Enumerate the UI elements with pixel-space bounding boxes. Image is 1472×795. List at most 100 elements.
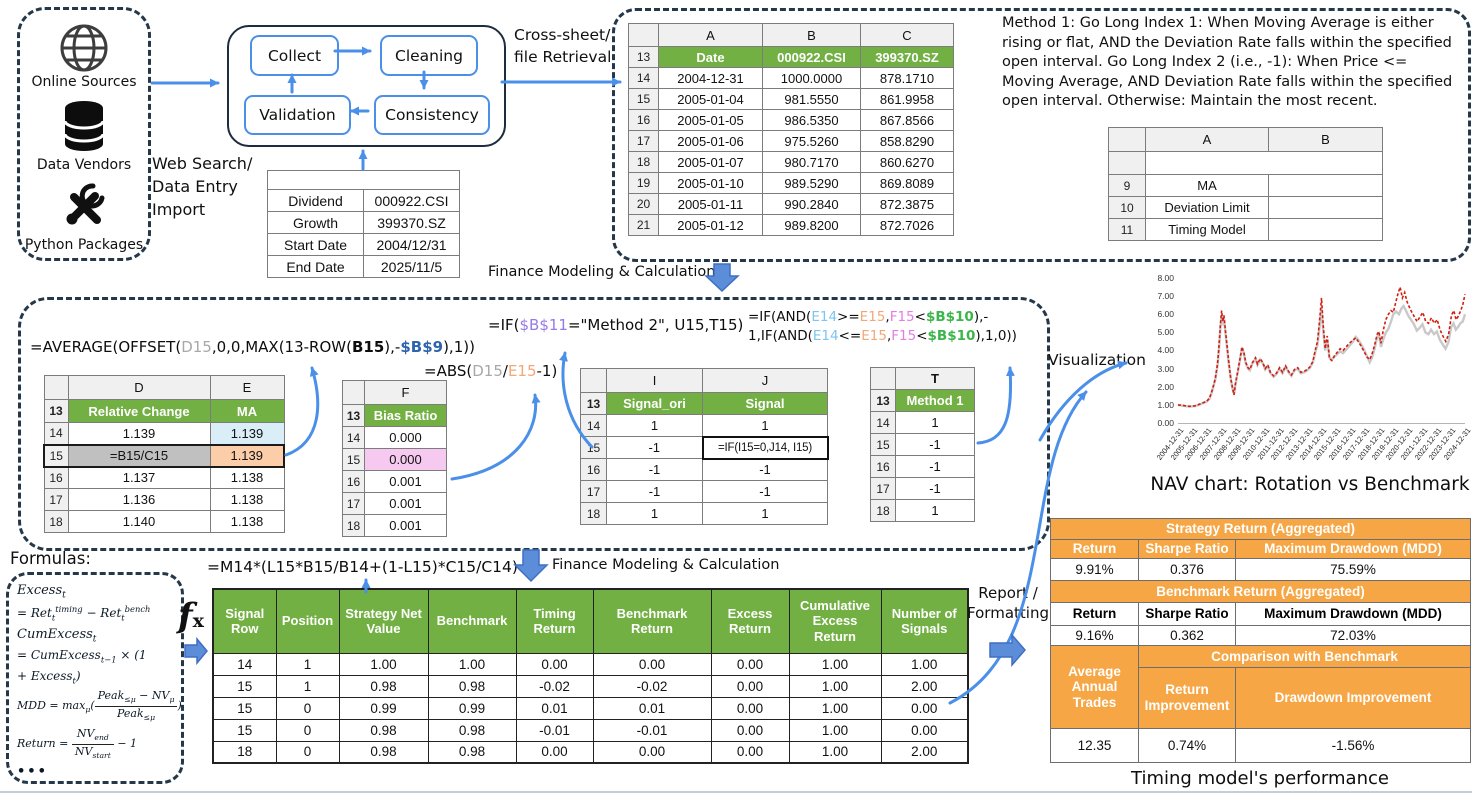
formula-segment: ,0,0,MAX(13-ROW(	[211, 338, 352, 356]
formula-return: Return = NVend NVstart − 1	[17, 727, 138, 760]
cell: 0.001	[364, 514, 447, 537]
cell: 9.91%	[1050, 558, 1139, 581]
method1-signal-table: T 13 Method 1 14 1 15 -1 16 -1 17 -1 18	[870, 367, 975, 522]
cell: 975.5260	[762, 130, 861, 152]
y-tick-label: 4.00	[1157, 345, 1174, 356]
column-header: Excess Return	[710, 588, 790, 654]
label-line: Formatting	[967, 603, 1049, 622]
cell: 0.00	[515, 652, 594, 676]
benchmark-return-title: Benchmark Return (Aggregated)	[1049, 580, 1472, 603]
model-params-title: Model Parameters	[1145, 151, 1383, 175]
formula-segment: $B$11	[519, 316, 568, 334]
cell: -1.56%	[1234, 728, 1472, 763]
cell: 0.00	[710, 696, 790, 720]
cell: 989.5290	[762, 172, 861, 194]
corner-cell	[870, 367, 896, 390]
formula-segment: D15	[472, 362, 503, 380]
formula-segment: E14	[811, 309, 838, 325]
col-header: C	[860, 23, 954, 47]
cell: 2004-12-31	[658, 67, 763, 89]
column-header: Benchmark Return	[592, 588, 712, 654]
cell: 1	[895, 499, 975, 522]
cell: 860.6270	[860, 151, 954, 173]
formula-if-and-line2: 1,IF(AND(E14<=E15,F15<$B$10),1,0))	[748, 327, 1017, 346]
label-line: Import	[152, 200, 206, 219]
sources-label-online: Online Sources	[31, 74, 137, 90]
flow-node-consistency: Consistency	[374, 95, 490, 135]
formulas-box: Excesst = Retttiming − Rettbench CumExce…	[6, 572, 184, 784]
cell: 1	[606, 414, 703, 437]
row-number: 17	[43, 488, 69, 511]
cell: 1.00	[788, 652, 882, 676]
formula-if-method: =IF($B$11="Method 2", U15,T15)	[488, 316, 743, 334]
cell: 0.98	[338, 718, 429, 742]
cell: -0.02	[515, 674, 594, 698]
cell: 000922.CSI	[362, 189, 461, 212]
label-line: Cross-sheet/	[514, 26, 611, 44]
cell: 18	[212, 740, 277, 764]
cell: Signal	[702, 392, 828, 415]
table-row: 16 0.001	[342, 470, 447, 493]
method-description: Method 1: Go Long Index 1: When Moving A…	[1002, 15, 1453, 109]
cell: Dividend	[267, 189, 364, 212]
table-row: Start Date 2004/12/31	[267, 233, 461, 256]
cell: 0.376	[1138, 558, 1236, 581]
cell: 1.00	[880, 652, 969, 676]
window-bottom-edge	[0, 791, 1472, 793]
cell: 1.139	[67, 422, 211, 445]
table-row: 16 2005-01-05 986.5350 867.8566	[628, 109, 954, 131]
col-header: T	[895, 367, 975, 390]
table-row: 17 0.001	[342, 492, 447, 515]
col-header: B	[1268, 127, 1383, 152]
formula-abs: =ABS(D15/E15-1)	[424, 362, 557, 380]
col-header: E	[209, 375, 285, 400]
cell: Relative Change	[67, 399, 211, 423]
table-row: 14 1	[870, 411, 975, 434]
formula-mdd: MDD = maxμ(Peak≤μ − NVμ Peak≤μ)	[17, 688, 182, 722]
column-header: Cumulative Excess Return	[788, 588, 882, 654]
metric-header: Maximum Drawdown (MDD)	[1234, 539, 1472, 559]
cell: 1.140	[67, 510, 211, 533]
formula-segment: -1)	[536, 362, 558, 380]
cell: MA	[1145, 174, 1269, 197]
row-number: 9	[1108, 174, 1146, 197]
table-row: End Date 2025/11/5	[267, 255, 461, 278]
cell: 0.00	[880, 696, 969, 720]
table-row: 14 0.000	[342, 426, 447, 449]
globe-icon	[20, 22, 148, 78]
row-number: 15	[580, 436, 607, 459]
cell: 0.00	[592, 740, 712, 764]
formula-excess-def: = Retttiming − Rettbench	[17, 603, 151, 623]
column-header: Timing Return	[515, 588, 594, 654]
price-sheet-table: A B C 13 Date 000922.CSI 399370.SZ 14 20…	[628, 23, 954, 236]
col-header: J	[702, 368, 828, 393]
row-number: 13	[870, 389, 896, 412]
row-number: 14	[43, 422, 69, 445]
formula-segment: E14	[812, 328, 839, 344]
table-row: 17 -1	[870, 477, 975, 500]
formula-segment: F15	[891, 328, 917, 344]
table-row: 18 0.001	[342, 514, 447, 537]
cell: 1	[606, 502, 703, 525]
tools-icon	[20, 182, 148, 236]
visualization-label: Visualization	[1048, 351, 1146, 369]
cell: 1.00	[788, 718, 882, 742]
cell: 990.2840	[762, 193, 861, 215]
data-sources-panel: Online Sources Data Vendors Python Packa…	[17, 7, 151, 261]
cell: 861.9958	[860, 88, 954, 110]
metric-header: Return Improvement	[1138, 667, 1236, 729]
formula-segment: =AVERAGE(OFFSET(	[30, 338, 182, 356]
col-header: A	[1145, 127, 1269, 152]
cell: Start Date	[267, 233, 364, 256]
metric-header: Return	[1050, 602, 1139, 626]
cell: 15	[212, 718, 277, 742]
row-number: 19	[628, 172, 659, 194]
row-number: 14	[628, 67, 659, 89]
row-number: 18	[342, 514, 365, 537]
cell: 2.00	[880, 674, 969, 698]
row-number: 13	[580, 392, 607, 415]
row-number: 13	[342, 404, 365, 427]
table-row: 17 2005-01-06 975.5260 858.8290	[628, 130, 954, 152]
formula-segment: <	[916, 328, 928, 344]
cell: 0.000	[364, 448, 447, 471]
